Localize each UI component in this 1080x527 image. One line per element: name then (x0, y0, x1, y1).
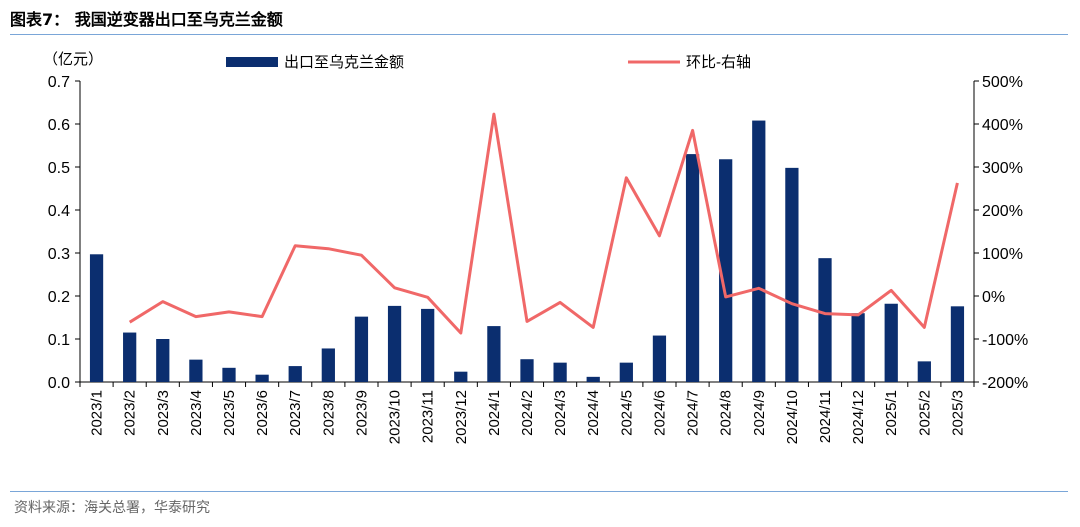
bar (189, 359, 203, 382)
right-tick-label: 200% (982, 203, 1023, 220)
bar (619, 362, 633, 382)
bar (123, 332, 137, 382)
left-axis-unit: （亿元） (43, 51, 103, 68)
plot-area: 0.0 0.1 0.2 0.3 0.4 0.5 0.6 0.7 -200% -100% 0% 100%… (48, 74, 1029, 444)
title-divider (10, 34, 1068, 35)
left-tick-label: 0.6 (48, 117, 70, 134)
bar (454, 371, 468, 382)
x-tick-label: 2023/4 (188, 390, 205, 436)
x-tick-label: 2025/2 (916, 390, 933, 436)
bar (553, 362, 567, 382)
bar (917, 361, 931, 382)
bar (818, 258, 832, 382)
x-tick-label: 2024/5 (618, 390, 635, 436)
right-tick-label: -100% (982, 332, 1028, 349)
footer-divider (10, 491, 1068, 492)
bar (156, 339, 170, 382)
legend-line-label: 环比-右轴 (686, 54, 751, 71)
x-tick-label: 2024/11 (817, 390, 834, 443)
x-tick-label: 2023/7 (287, 390, 304, 436)
x-tick-label: 2024/6 (651, 390, 668, 436)
right-tick-label: 500% (982, 74, 1023, 91)
x-tick-label: 2023/6 (254, 390, 271, 436)
x-tick-label: 2024/4 (585, 390, 602, 436)
bar (222, 367, 236, 382)
bar (851, 313, 865, 382)
legend: 出口至乌克兰金额 环比-右轴 (226, 54, 751, 71)
bar (255, 374, 269, 382)
left-tick-label: 0.1 (48, 332, 70, 349)
bar (785, 167, 799, 382)
bar (321, 348, 335, 382)
x-tick-label: 2023/10 (387, 390, 404, 444)
left-tick-label: 0.3 (48, 246, 70, 263)
figure-title: 图表7： 我国逆变器出口至乌克兰金额 (10, 10, 283, 29)
x-tick-label: 2023/11 (420, 390, 437, 443)
x-tick-label: 2024/8 (718, 390, 735, 436)
left-tick-label: 0.2 (48, 289, 70, 306)
bar (288, 366, 302, 382)
x-tick-label: 2024/3 (552, 390, 569, 436)
bar (520, 359, 534, 382)
x-tick-label: 2024/9 (751, 390, 768, 436)
x-tick-label: 2024/1 (486, 390, 503, 436)
x-tick-label: 2023/8 (320, 390, 337, 436)
bar (89, 254, 104, 382)
x-tick-label: 2024/7 (685, 390, 702, 436)
right-tick-label: 0% (982, 289, 1005, 306)
left-tick-label: 0.5 (48, 160, 70, 177)
right-tick-label: -200% (982, 375, 1028, 392)
x-tick-label: 2023/9 (353, 390, 370, 436)
source-note: 资料来源：海关总署，华泰研究 (14, 500, 210, 516)
x-tick-label: 2023/2 (122, 390, 139, 436)
right-tick-label: 400% (982, 117, 1023, 134)
bar (950, 306, 965, 382)
left-tick-label: 0.7 (48, 74, 70, 91)
x-tick-label: 2024/12 (850, 390, 867, 444)
bar (685, 154, 700, 382)
legend-bar-label: 出口至乌克兰金额 (284, 54, 404, 71)
line-series-mom (128, 112, 959, 335)
left-tick-label: 0.4 (48, 203, 70, 220)
bar (586, 376, 600, 382)
x-tick-label: 2023/5 (221, 390, 238, 436)
bar (354, 316, 369, 382)
x-tick-label: 2024/10 (784, 390, 801, 444)
bar (487, 326, 501, 382)
x-tick-label: 2025/3 (949, 390, 966, 436)
x-tick-label: 2023/12 (453, 390, 470, 444)
bar (387, 305, 402, 382)
right-tick-label: 300% (982, 160, 1023, 177)
bar (421, 308, 435, 382)
bar (884, 303, 898, 382)
left-tick-label: 0.0 (48, 375, 70, 392)
bar (752, 120, 766, 382)
x-tick-label: 2025/1 (883, 390, 900, 436)
bar (652, 335, 667, 382)
x-tick-label: 2023/1 (89, 390, 106, 436)
legend-bar-swatch (226, 57, 278, 67)
x-tick-label: 2023/3 (155, 390, 172, 436)
right-tick-label: 100% (982, 246, 1023, 263)
bar (719, 159, 733, 382)
x-tick-label: 2024/2 (519, 390, 536, 436)
